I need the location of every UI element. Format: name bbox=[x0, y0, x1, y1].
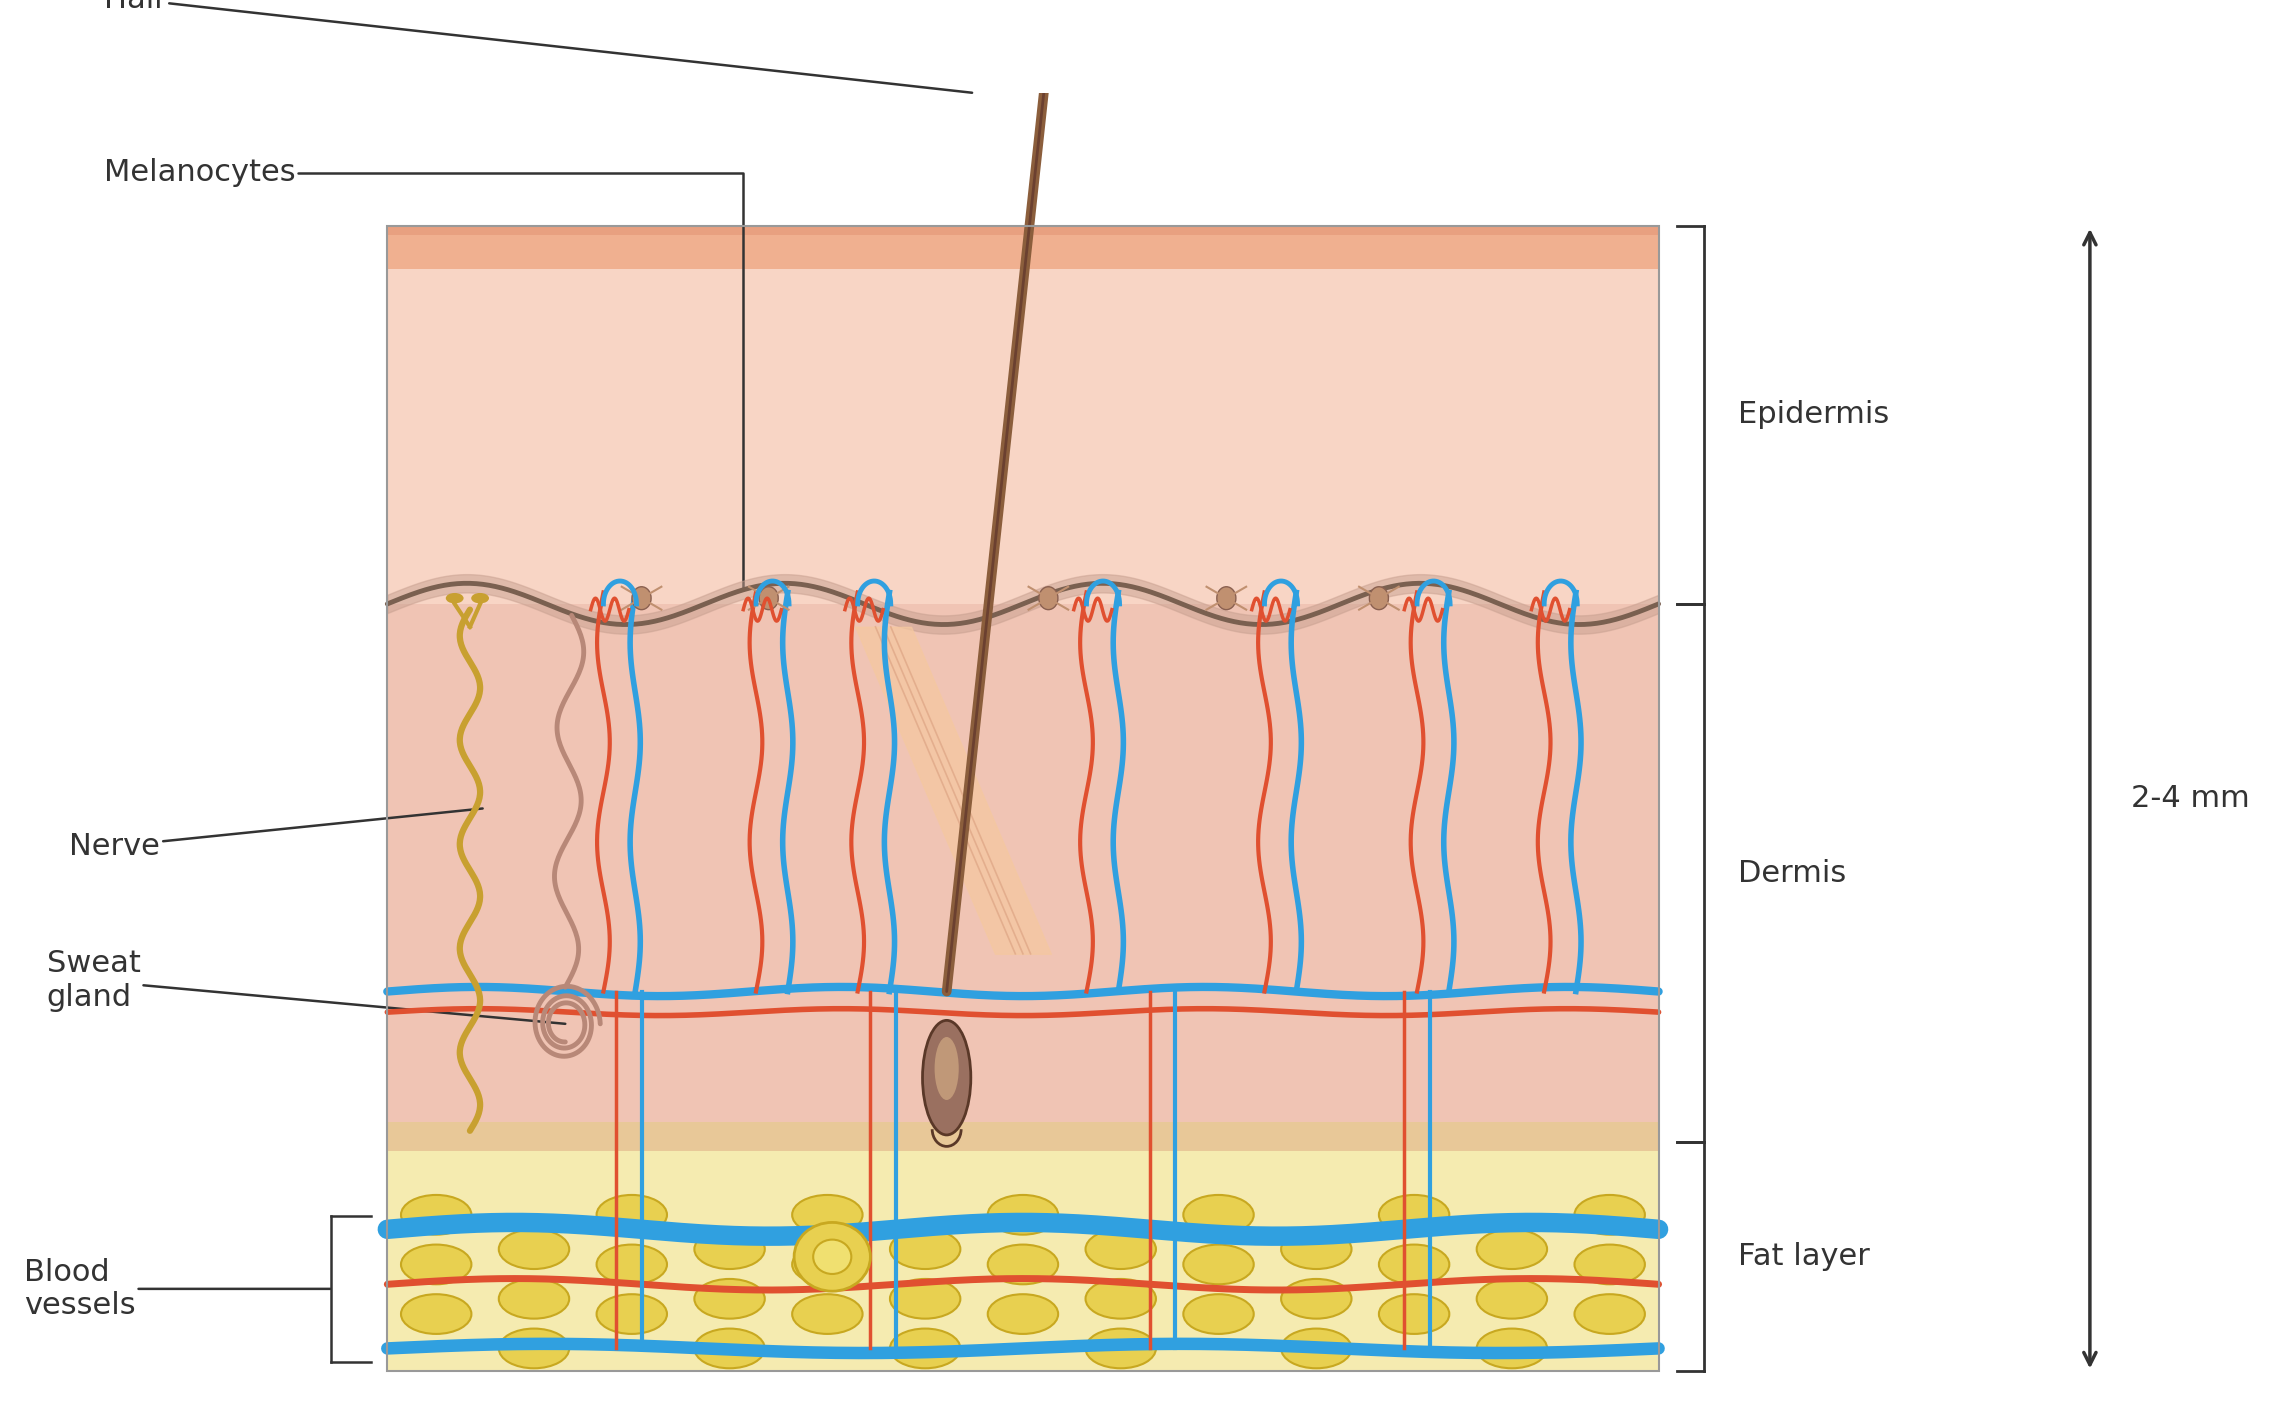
Ellipse shape bbox=[792, 1195, 863, 1235]
Ellipse shape bbox=[812, 1239, 851, 1273]
Ellipse shape bbox=[1086, 1329, 1157, 1369]
Ellipse shape bbox=[1575, 1295, 1645, 1333]
Ellipse shape bbox=[1038, 586, 1059, 610]
Ellipse shape bbox=[890, 1229, 961, 1269]
Ellipse shape bbox=[596, 1295, 666, 1333]
Circle shape bbox=[445, 593, 463, 603]
Ellipse shape bbox=[988, 1195, 1059, 1235]
Ellipse shape bbox=[922, 1021, 970, 1135]
Text: Melanocytes: Melanocytes bbox=[103, 158, 744, 590]
Ellipse shape bbox=[694, 1329, 764, 1369]
Bar bbox=[388, 605, 1659, 1142]
Bar bbox=[388, 225, 1659, 235]
Ellipse shape bbox=[1575, 1195, 1645, 1235]
Text: Hair: Hair bbox=[103, 0, 972, 93]
Ellipse shape bbox=[632, 586, 650, 610]
Ellipse shape bbox=[1184, 1245, 1253, 1285]
Bar bbox=[388, 1122, 1659, 1151]
Circle shape bbox=[470, 593, 488, 603]
Ellipse shape bbox=[1378, 1245, 1449, 1285]
Text: 2-4 mm: 2-4 mm bbox=[2131, 784, 2250, 813]
Ellipse shape bbox=[890, 1329, 961, 1369]
Ellipse shape bbox=[988, 1245, 1059, 1285]
Ellipse shape bbox=[1476, 1329, 1547, 1369]
Ellipse shape bbox=[760, 586, 778, 610]
Ellipse shape bbox=[596, 1195, 666, 1235]
Ellipse shape bbox=[500, 1279, 568, 1319]
Ellipse shape bbox=[694, 1279, 764, 1319]
Ellipse shape bbox=[500, 1229, 568, 1269]
Text: Nerve: Nerve bbox=[68, 809, 484, 861]
Ellipse shape bbox=[1184, 1195, 1253, 1235]
Ellipse shape bbox=[1280, 1329, 1351, 1369]
Ellipse shape bbox=[1369, 586, 1387, 610]
Text: Sweat
gland: Sweat gland bbox=[48, 950, 566, 1024]
Text: Blood
vessels: Blood vessels bbox=[25, 1258, 331, 1320]
Ellipse shape bbox=[1216, 586, 1237, 610]
Ellipse shape bbox=[1280, 1229, 1351, 1269]
Ellipse shape bbox=[988, 1295, 1059, 1333]
Ellipse shape bbox=[1378, 1195, 1449, 1235]
Ellipse shape bbox=[1086, 1279, 1157, 1319]
Ellipse shape bbox=[596, 1245, 666, 1285]
Text: Epidermis: Epidermis bbox=[1739, 401, 1889, 429]
Ellipse shape bbox=[402, 1295, 472, 1333]
Ellipse shape bbox=[402, 1195, 472, 1235]
Ellipse shape bbox=[402, 1245, 472, 1285]
Bar bbox=[388, 225, 1659, 605]
Bar bbox=[388, 225, 1659, 1372]
Bar bbox=[388, 225, 1659, 270]
Ellipse shape bbox=[500, 1329, 568, 1369]
Ellipse shape bbox=[1476, 1279, 1547, 1319]
Ellipse shape bbox=[794, 1222, 869, 1291]
Ellipse shape bbox=[1476, 1229, 1547, 1269]
Ellipse shape bbox=[694, 1229, 764, 1269]
Ellipse shape bbox=[792, 1295, 863, 1333]
Ellipse shape bbox=[1378, 1295, 1449, 1333]
Ellipse shape bbox=[1184, 1295, 1253, 1333]
Text: Dermis: Dermis bbox=[1739, 858, 1846, 887]
Ellipse shape bbox=[936, 1037, 958, 1099]
Text: Fat layer: Fat layer bbox=[1739, 1242, 1869, 1272]
Bar bbox=[388, 1142, 1659, 1372]
Ellipse shape bbox=[890, 1279, 961, 1319]
Ellipse shape bbox=[1575, 1245, 1645, 1285]
Ellipse shape bbox=[1086, 1229, 1157, 1269]
Ellipse shape bbox=[792, 1245, 863, 1285]
Ellipse shape bbox=[1280, 1279, 1351, 1319]
